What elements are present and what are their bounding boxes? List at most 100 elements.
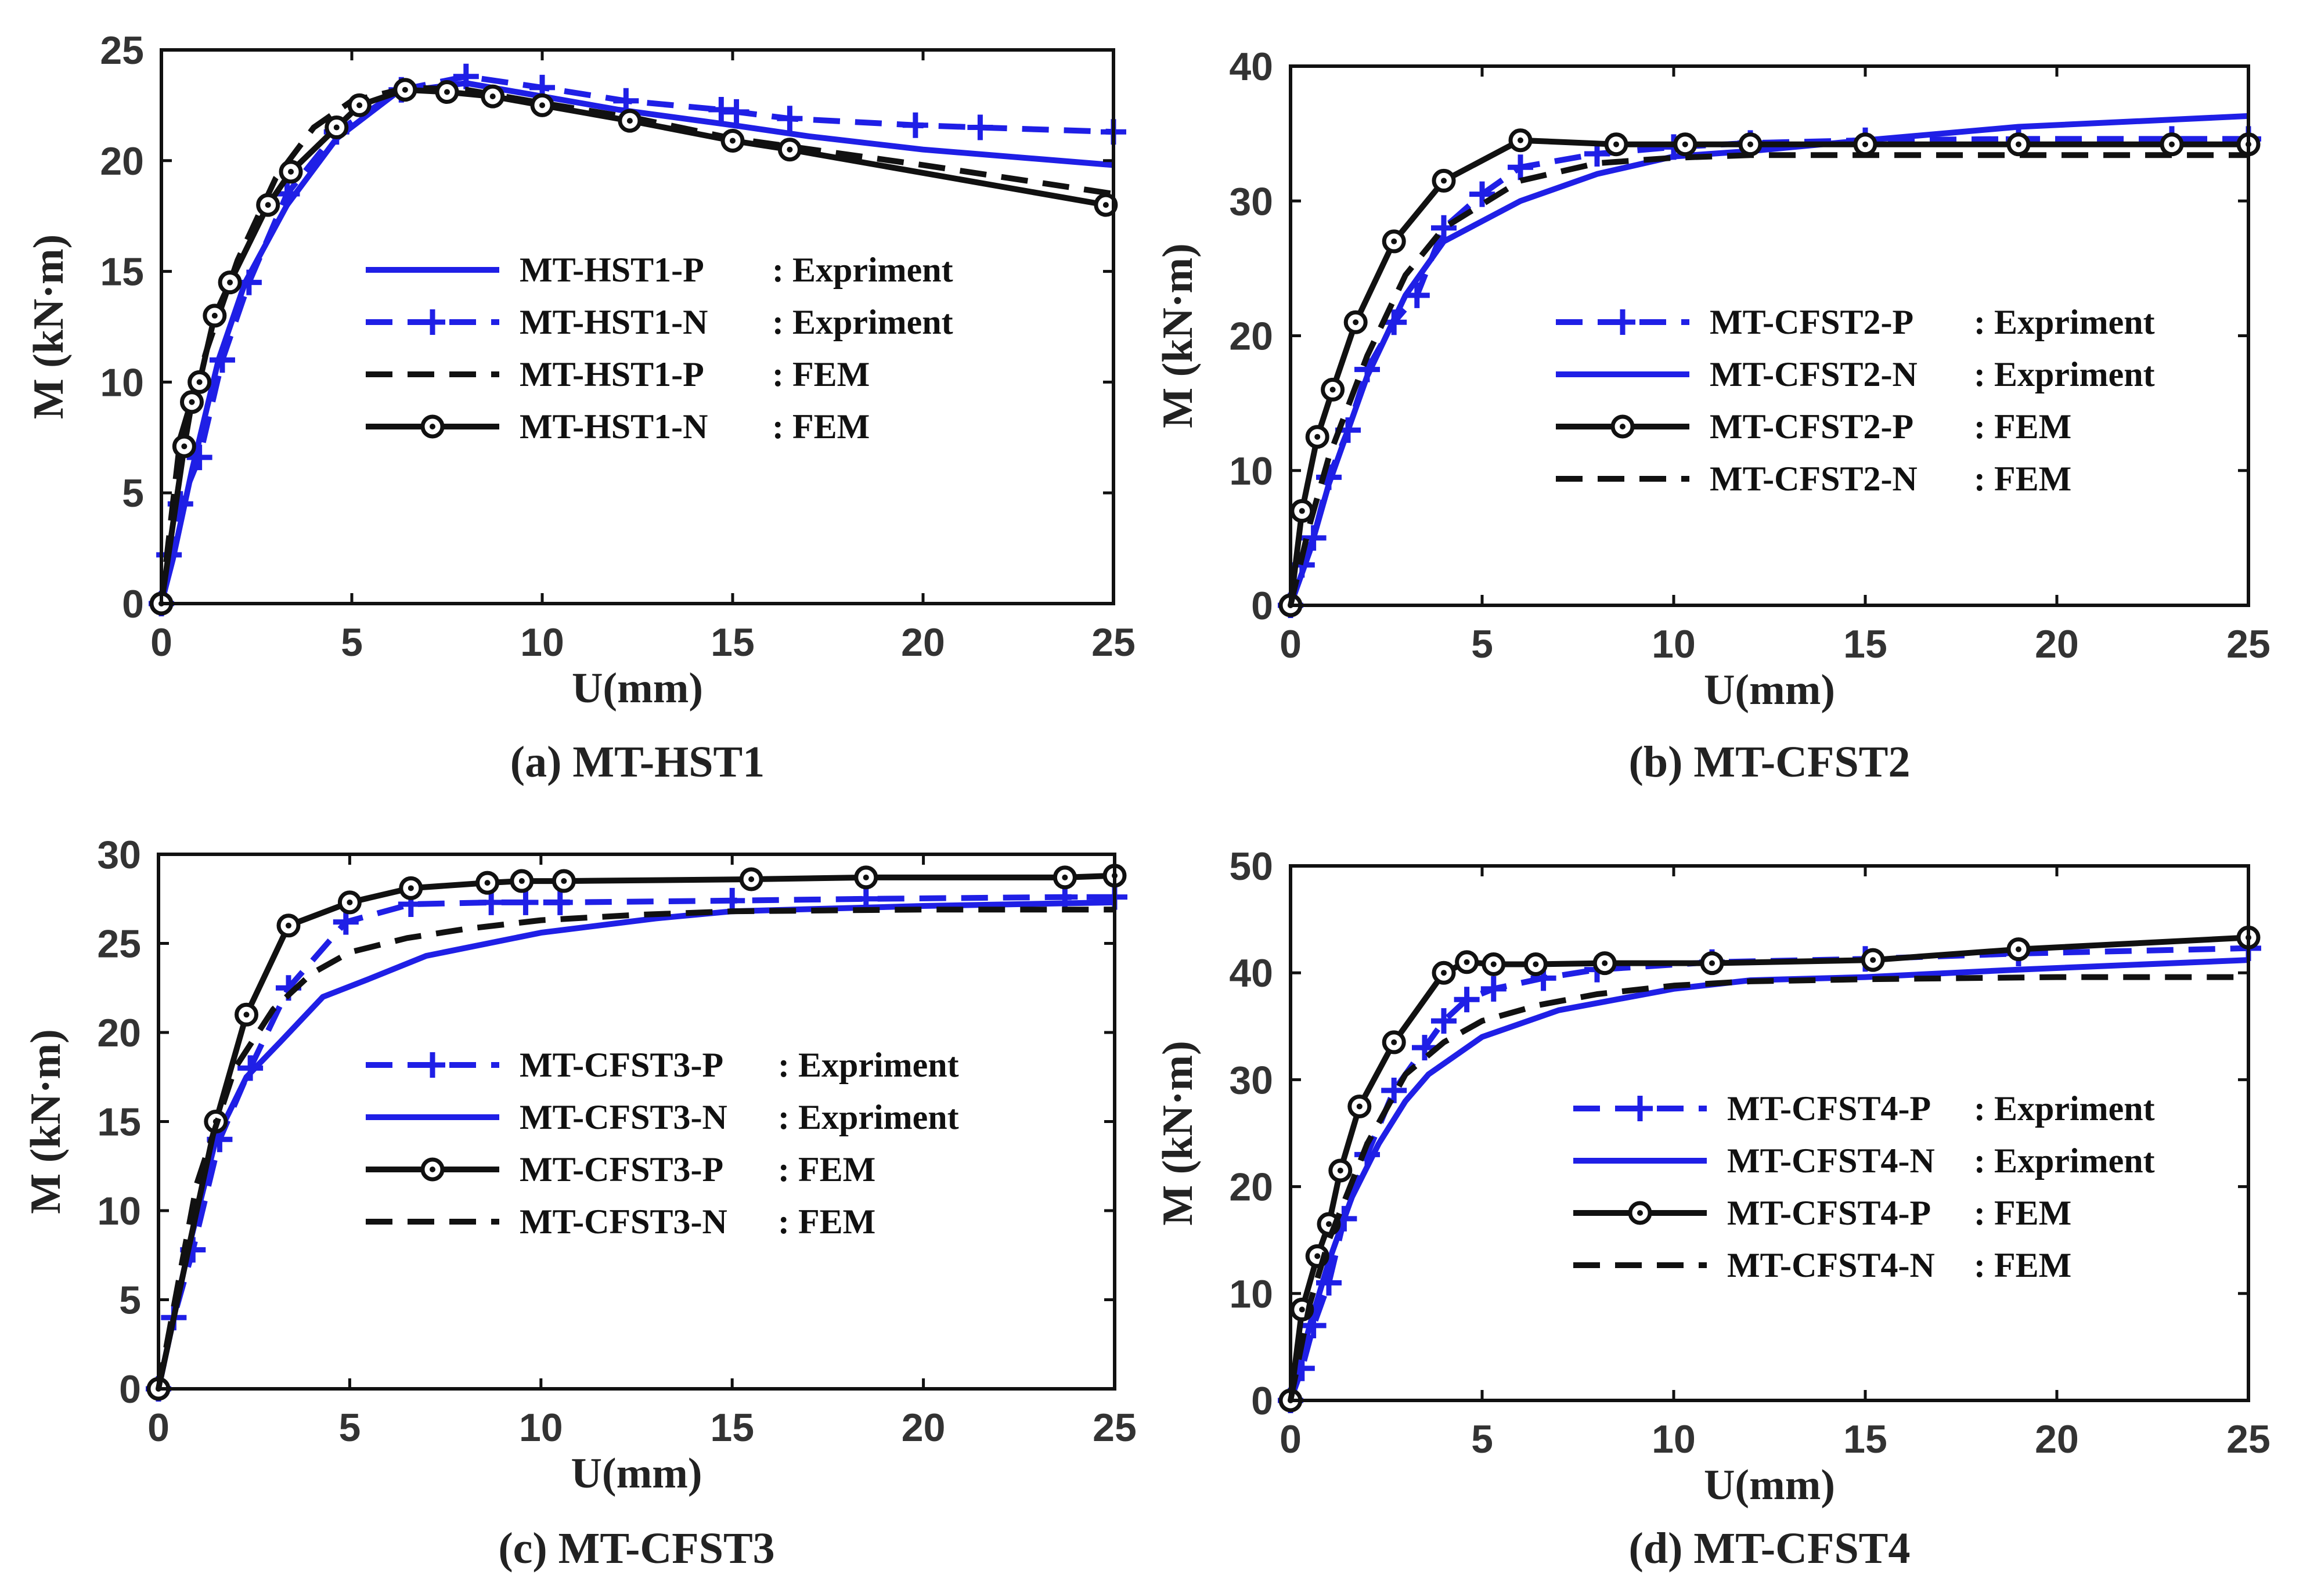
y-tick-label: 20 (1229, 1165, 1273, 1209)
data-point-dot (402, 86, 408, 93)
series-line (158, 73, 1114, 604)
data-point-dot (1353, 319, 1359, 326)
legend-method: : FEM (772, 407, 870, 446)
series-4 (1288, 152, 2248, 606)
data-point-dot (285, 922, 291, 929)
data-point-dot (444, 89, 450, 95)
x-tick-label: 15 (710, 1406, 754, 1450)
x-axis-label: U(mm) (1704, 666, 1835, 714)
y-tick-label: 0 (1251, 1379, 1273, 1423)
data-point-dot (561, 878, 567, 884)
data-point (1480, 976, 1506, 1002)
data-point-dot (1391, 238, 1397, 244)
y-tick-label: 15 (97, 1100, 141, 1144)
data-point-dot (787, 146, 793, 153)
x-tick-label: 5 (1471, 1417, 1493, 1461)
legend-marker-dot (430, 1167, 435, 1172)
panel-caption: (c) MT-CFST3 (498, 1524, 774, 1573)
legend-series-name: MT-CFST3-P (520, 1046, 723, 1084)
series-line (1288, 974, 2248, 1401)
x-axis-label: U(mm) (572, 665, 703, 712)
series-line (158, 84, 1114, 604)
legend: MT-CFST3-P: Expriment MT-CFST3-N: Exprime… (366, 1046, 959, 1241)
data-point (967, 114, 993, 140)
legend-marker (1627, 1096, 1653, 1121)
legend-method: : FEM (772, 355, 870, 393)
legend: MT-HST1-P: Expriment MT-HST1-N: Expriment… (366, 251, 953, 446)
x-tick-label: 15 (711, 620, 755, 665)
data-point (1469, 181, 1495, 207)
data-point (453, 63, 479, 89)
legend-method: : FEM (778, 1150, 875, 1189)
legend-method: : Expriment (1974, 1089, 2155, 1128)
legend-series-name: MT-CFST2-P (1710, 303, 1913, 341)
series-4 (156, 907, 1115, 1389)
y-tick-label: 10 (97, 1189, 141, 1233)
legend-method: : Expriment (772, 303, 953, 341)
y-tick-label: 0 (119, 1367, 141, 1411)
data-point (613, 88, 639, 114)
data-point-dot (2016, 141, 2021, 147)
data-point-dot (288, 168, 294, 175)
data-point-dot (730, 138, 736, 144)
series-2 (1288, 957, 2249, 1402)
legend-marker (1610, 309, 1635, 335)
data-point-dot (1682, 141, 1688, 147)
x-tick-label: 20 (2035, 1417, 2079, 1461)
legend-series-name: MT-CFST3-N (520, 1098, 727, 1136)
data-point-dot (1062, 874, 1068, 880)
series-3 (1278, 128, 2261, 618)
legend-marker-dot (1620, 424, 1626, 429)
legend-method: : Expriment (1974, 355, 2155, 393)
x-axis-label: U(mm) (1704, 1461, 1835, 1509)
x-tick-label: 10 (1652, 622, 1696, 666)
x-tick-label: 5 (338, 1406, 361, 1450)
data-point-dot (1337, 1167, 1343, 1173)
data-point-dot (181, 443, 188, 450)
series-4 (1288, 974, 2248, 1401)
x-tick-label: 5 (341, 620, 363, 665)
legend-marker (420, 1052, 445, 1078)
data-point-dot (1709, 960, 1715, 966)
y-tick-label: 30 (97, 833, 141, 877)
data-point-dot (1441, 970, 1447, 976)
legend-series-name: MT-CFST3-N (520, 1203, 727, 1241)
x-tick-label: 25 (2226, 622, 2270, 666)
series-line (156, 894, 1115, 1390)
legend-series-name: MT-CFST4-N (1727, 1142, 1935, 1180)
data-point (1508, 154, 1533, 180)
data-point-dot (1391, 1039, 1397, 1045)
data-point-dot (1464, 959, 1470, 965)
legend-series-name: MT-HST1-N (520, 303, 708, 341)
data-point-dot (1329, 387, 1336, 393)
y-axis-label: M (kN·m) (1154, 243, 1202, 428)
legend-series-name: MT-CFST2-P (1710, 407, 1913, 446)
y-tick-label: 20 (100, 139, 144, 183)
legend-method: : FEM (778, 1203, 875, 1241)
x-tick-label: 0 (1280, 622, 1302, 666)
y-tick-label: 0 (122, 582, 144, 626)
panel-caption: (b) MT-CFST2 (1629, 738, 1911, 786)
legend-series-name: MT-CFST3-P (520, 1150, 723, 1189)
legend-series-name: MT-HST1-P (520, 251, 704, 289)
data-point-dot (408, 885, 414, 891)
y-tick-label: 50 (1229, 844, 1273, 889)
data-point (902, 112, 928, 138)
y-tick-label: 5 (122, 471, 144, 515)
legend-method: : FEM (1974, 1194, 2071, 1232)
legend-series-name: MT-CFST4-P (1727, 1089, 1931, 1128)
data-point-dot (539, 102, 545, 109)
data-point-dot (356, 102, 363, 109)
legend-series-name: MT-CFST4-P (1727, 1194, 1931, 1232)
series-line (158, 86, 1107, 604)
series-line (1288, 945, 2249, 1402)
data-point-dot (518, 878, 525, 884)
data-point (186, 445, 212, 471)
legend-method: : Expriment (778, 1046, 959, 1084)
x-tick-label: 25 (1093, 1406, 1137, 1450)
data-point (1381, 1077, 1407, 1103)
x-tick-label: 0 (147, 1406, 170, 1450)
legend-method: : FEM (1974, 407, 2071, 446)
y-tick-label: 10 (100, 360, 144, 405)
data-point-dot (333, 124, 340, 131)
